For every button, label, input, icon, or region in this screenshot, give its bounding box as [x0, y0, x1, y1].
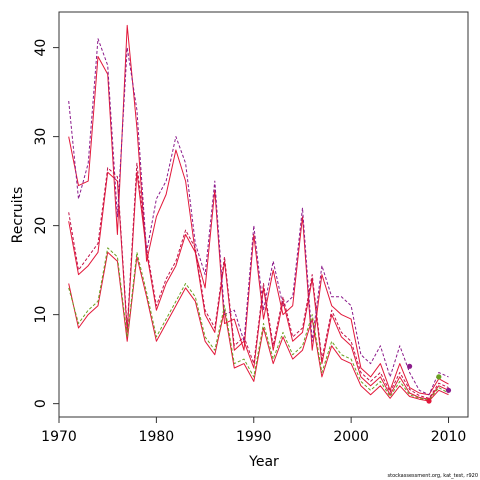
y-tick-label: 10: [33, 306, 49, 324]
series-line-1: [68, 171, 449, 400]
x-tick-label: 2010: [431, 429, 467, 445]
footnote: stockassessment.org, kat_test, r920: [388, 473, 479, 479]
series-line-3: [68, 24, 449, 396]
series-line-4: [68, 38, 449, 396]
y-axis: 0 10 20 30 40: [33, 39, 59, 408]
plot-series-group: [68, 24, 449, 402]
x-axis: 1970 1980 1990 2000 2010: [41, 417, 466, 445]
x-tick-label: 1980: [139, 429, 175, 445]
plot-points-group: [407, 363, 452, 404]
series-line-2: [68, 251, 449, 402]
x-tick-label: 1990: [236, 429, 272, 445]
y-tick-label: 40: [33, 39, 49, 57]
x-tick-label: 2000: [333, 429, 369, 445]
series-line-5: [68, 162, 449, 399]
y-tick-label: 0: [33, 399, 49, 408]
data-point-4: [445, 387, 452, 393]
data-point-3: [436, 374, 442, 380]
x-axis-title: Year: [248, 454, 279, 470]
y-tick-label: 20: [33, 217, 49, 235]
plot-frame: [58, 11, 469, 418]
series-line-6: [68, 247, 449, 401]
y-tick-label: 30: [33, 128, 49, 146]
x-tick-label: 1970: [41, 429, 77, 445]
data-point-2: [426, 398, 432, 404]
y-axis-title: Recruits: [10, 187, 26, 244]
data-point-1: [407, 363, 413, 369]
